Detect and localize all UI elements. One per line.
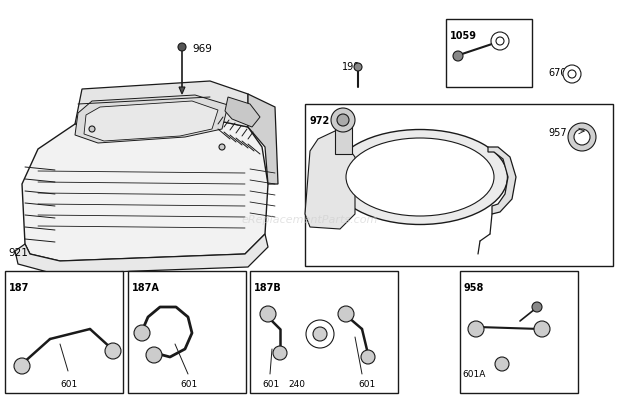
Circle shape [338,306,354,322]
Bar [305,105,613,266]
Text: 187: 187 [9,282,29,292]
Circle shape [534,321,550,337]
Polygon shape [15,235,268,274]
Text: 972: 972 [309,116,329,126]
Circle shape [468,321,484,337]
Text: 921: 921 [8,247,28,257]
Ellipse shape [332,130,508,225]
Text: 958: 958 [464,282,484,292]
Circle shape [361,350,375,364]
Polygon shape [22,118,268,261]
Polygon shape [488,148,516,215]
Circle shape [89,127,95,133]
Circle shape [146,347,162,363]
Circle shape [568,71,576,79]
Bar [446,20,532,88]
Text: 957: 957 [548,128,567,138]
Text: 601: 601 [60,379,78,388]
Circle shape [273,346,287,360]
Circle shape [453,52,463,62]
Circle shape [496,38,504,46]
Bar [250,271,398,393]
Polygon shape [248,95,278,184]
Text: 601: 601 [358,379,375,388]
Polygon shape [179,88,185,95]
Circle shape [105,343,121,359]
Circle shape [491,33,509,51]
Polygon shape [75,82,248,128]
Circle shape [178,44,186,52]
Circle shape [337,115,349,127]
Text: 969: 969 [192,44,212,54]
Circle shape [134,325,150,341]
Circle shape [354,64,362,72]
Text: 601: 601 [262,379,279,388]
Circle shape [14,358,30,374]
Text: 190: 190 [342,62,360,72]
Circle shape [532,302,542,312]
Polygon shape [84,102,218,142]
Bar [5,271,123,393]
Polygon shape [305,132,355,229]
Text: 670: 670 [548,68,567,78]
Circle shape [574,130,590,146]
Circle shape [260,306,276,322]
Text: 601: 601 [180,379,197,388]
Polygon shape [225,98,260,128]
Text: eReplacementParts.com: eReplacementParts.com [242,215,378,225]
Circle shape [219,145,225,151]
Circle shape [568,124,596,152]
Polygon shape [335,125,352,155]
Text: 187B: 187B [254,282,281,292]
Circle shape [563,66,581,84]
Bar [128,271,246,393]
Circle shape [306,320,334,348]
Text: 1059: 1059 [450,31,477,41]
Circle shape [495,357,509,371]
Text: 601A: 601A [462,369,485,378]
Circle shape [331,109,355,133]
Text: 187A: 187A [132,282,160,292]
Text: 240: 240 [288,379,305,388]
Ellipse shape [346,139,494,217]
Bar [460,271,578,393]
Polygon shape [75,96,228,144]
Circle shape [313,327,327,341]
